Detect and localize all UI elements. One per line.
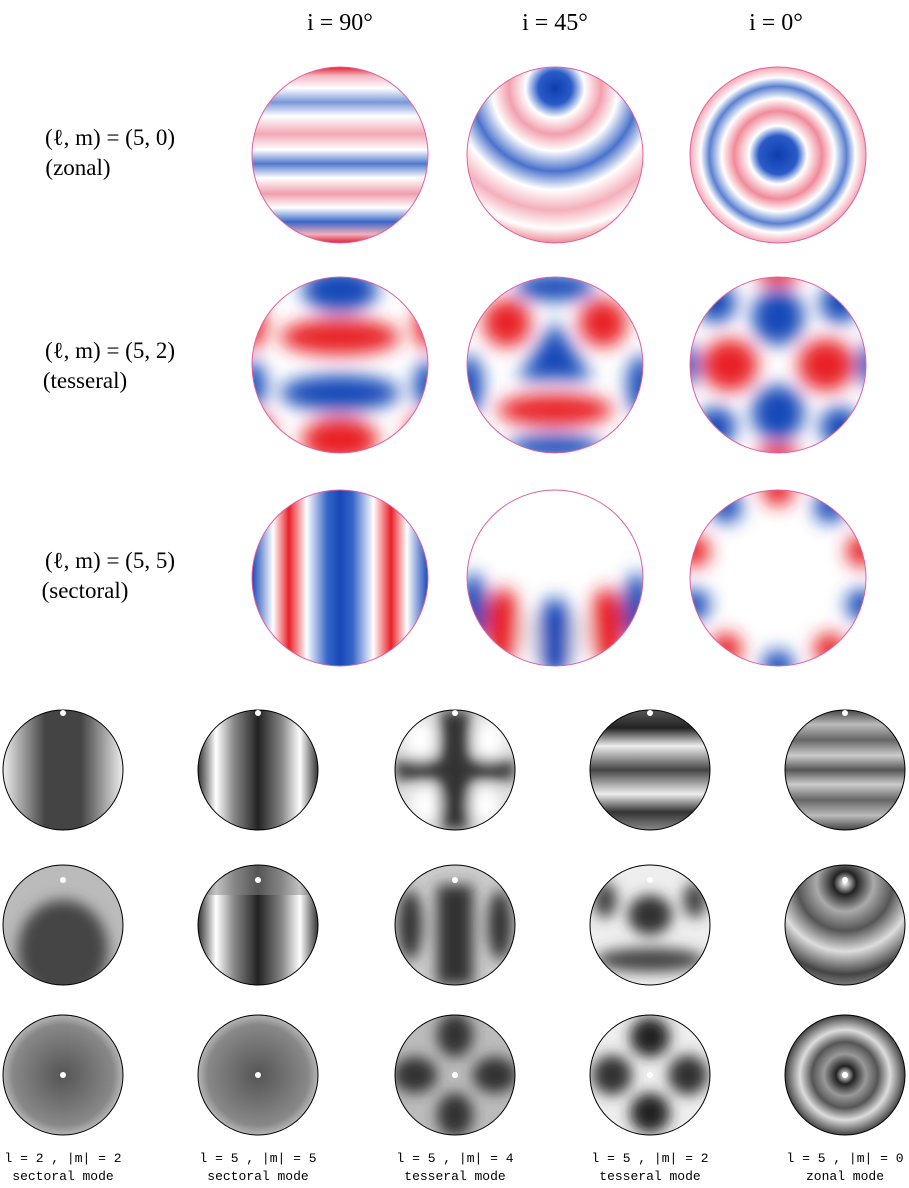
mode-name: sectoral mode (207, 1169, 308, 1184)
column-header: i = 45° (522, 10, 588, 36)
mode-name: tesseral mode (599, 1169, 700, 1184)
gray-spheres (2, 709, 906, 1136)
mode-name: sectoral mode (12, 1169, 113, 1184)
sphere (466, 276, 644, 454)
sphere (251, 489, 429, 667)
column-header: i = 90° (307, 10, 373, 36)
mode-label: l = 5 , |m| = 0 (786, 1151, 903, 1166)
mode-label: l = 2 , |m| = 2 (4, 1151, 121, 1166)
mode-label: l = 5 , |m| = 4 (396, 1151, 513, 1166)
mode-label: l = 5 , |m| = 2 (591, 1151, 708, 1166)
row-kind: (sectoral) (42, 578, 129, 603)
column-header: i = 0° (749, 10, 803, 36)
mode-label: l = 5 , |m| = 5 (199, 1151, 316, 1166)
row-kind: (tesseral) (43, 368, 127, 393)
sphere (689, 276, 867, 454)
mode-name: zonal mode (806, 1169, 884, 1184)
mode-name: tesseral mode (404, 1169, 505, 1184)
sphere (466, 66, 644, 244)
sphere (466, 489, 644, 667)
row-label: (ℓ, m) = (5, 2) (45, 338, 175, 363)
sphere (689, 489, 867, 667)
row-kind: (zonal) (45, 155, 110, 180)
row-label: (ℓ, m) = (5, 0) (45, 125, 175, 150)
sphere (689, 66, 867, 244)
sphere (251, 66, 429, 244)
sphere (251, 276, 429, 454)
row-label: (ℓ, m) = (5, 5) (45, 548, 175, 573)
